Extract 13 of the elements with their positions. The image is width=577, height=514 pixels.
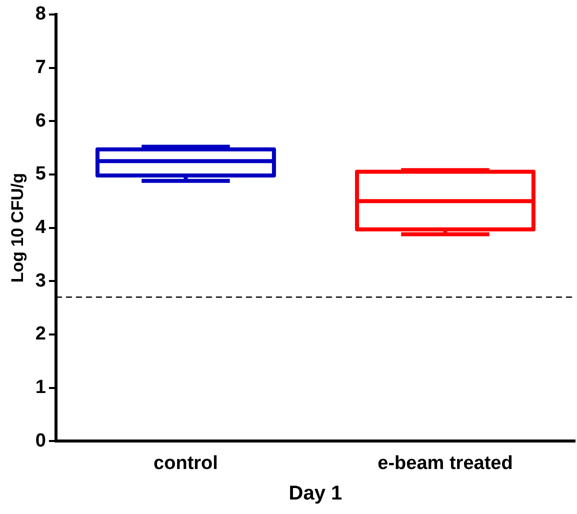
y-tick-label: 8 bbox=[35, 4, 46, 25]
x-axis-title: Day 1 bbox=[288, 482, 342, 505]
y-tick-label: 4 bbox=[35, 217, 46, 238]
x-tick-label: e-beam treated bbox=[378, 452, 513, 474]
y-tick-label: 7 bbox=[35, 56, 46, 78]
y-axis-title: Log 10 CFU/g bbox=[8, 173, 27, 283]
y-tick-label: 3 bbox=[35, 270, 46, 292]
y-tick-label: 6 bbox=[35, 110, 46, 132]
y-tick-label: 5 bbox=[35, 164, 46, 185]
y-tick-label: 1 bbox=[35, 377, 46, 398]
y-tick-label: 2 bbox=[35, 324, 46, 345]
x-tick-label: control bbox=[154, 452, 218, 474]
y-tick-label: 0 bbox=[35, 430, 46, 452]
